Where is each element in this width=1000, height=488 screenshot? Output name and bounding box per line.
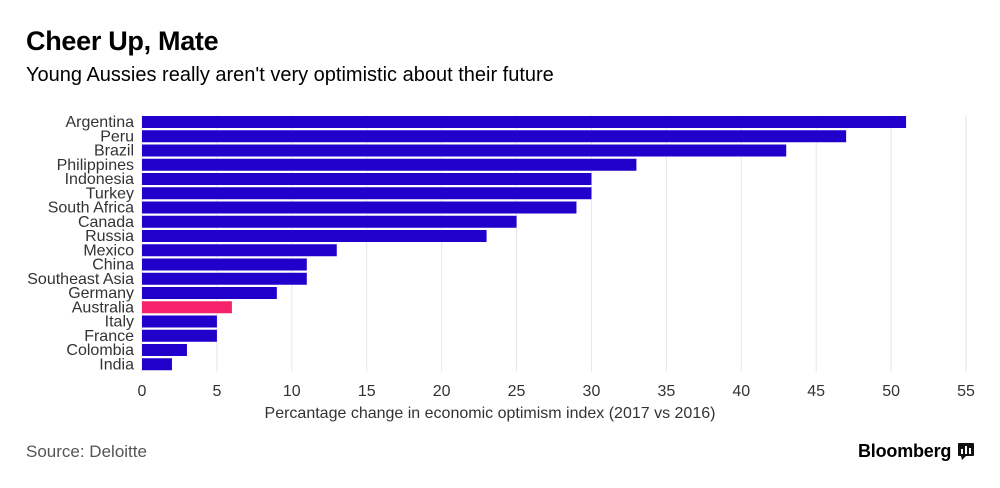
x-tick-label: 55: [957, 383, 975, 400]
category-label: Italy: [105, 314, 134, 331]
bar-italy: [142, 315, 217, 328]
x-tick-labels: 0 5 10 15 20 25 30 35 40 45 50 55: [138, 383, 975, 400]
category-label: Brazil: [94, 143, 134, 160]
x-tick-label: 50: [882, 383, 900, 400]
category-label: Australia: [72, 299, 134, 316]
source-note: Source: Deloitte: [26, 442, 147, 461]
category-label: Mexico: [83, 242, 134, 259]
category-label: Peru: [100, 128, 134, 145]
x-axis-label: Percantage change in economic optimism i…: [265, 405, 716, 422]
x-tick-label: 45: [807, 383, 825, 400]
x-tick-label: 30: [583, 383, 601, 400]
bar-philippines: [142, 158, 637, 171]
bar-germany: [142, 287, 277, 299]
bar-southeast-asia: [142, 272, 307, 285]
category-label: Indonesia: [65, 171, 134, 188]
chart-subtitle: Young Aussies really aren't very optimis…: [26, 64, 554, 86]
bloomberg-terminal-icon: [958, 443, 974, 460]
bar-france: [142, 329, 217, 342]
bar-brazil: [142, 144, 787, 157]
category-label: South Africa: [48, 200, 134, 217]
bar-colombia: [142, 344, 187, 356]
bar-turkey: [142, 187, 592, 200]
x-tick-label: 40: [732, 383, 750, 400]
bar-india: [142, 358, 172, 371]
x-tick-label: 5: [212, 383, 221, 400]
category-label: Germany: [68, 285, 134, 302]
category-label: Philippines: [57, 157, 134, 174]
bar-peru: [142, 130, 847, 143]
bar-argentina: [142, 116, 907, 128]
category-label: India: [99, 356, 134, 373]
category-label: China: [92, 257, 134, 274]
bar-indonesia: [142, 173, 592, 185]
bloomberg-logo: Bloomberg: [858, 441, 952, 461]
x-tick-label: 10: [283, 383, 301, 400]
grid-lines: [141, 115, 967, 372]
bar-australia: [142, 301, 232, 314]
bar-china: [142, 258, 307, 271]
x-tick-label: 0: [138, 383, 147, 400]
category-labels: ArgentinaPeruBrazilPhilippinesIndonesiaT…: [27, 114, 134, 373]
bar-mexico: [142, 244, 337, 257]
category-label: Southeast Asia: [27, 271, 134, 288]
bars: [142, 116, 907, 371]
chart-title: Cheer Up, Mate: [26, 26, 219, 56]
x-tick-label: 35: [657, 383, 675, 400]
category-label: France: [84, 328, 134, 345]
x-tick-label: 20: [433, 383, 451, 400]
category-label: Russia: [85, 228, 134, 245]
x-tick-label: 25: [508, 383, 526, 400]
bar-canada: [142, 215, 517, 228]
category-label: Turkey: [86, 185, 134, 202]
category-label: Argentina: [66, 114, 135, 131]
bar-south-africa: [142, 201, 577, 214]
category-label: Colombia: [66, 342, 134, 359]
bar-russia: [142, 230, 487, 242]
category-label: Canada: [78, 214, 134, 231]
x-tick-label: 15: [358, 383, 376, 400]
